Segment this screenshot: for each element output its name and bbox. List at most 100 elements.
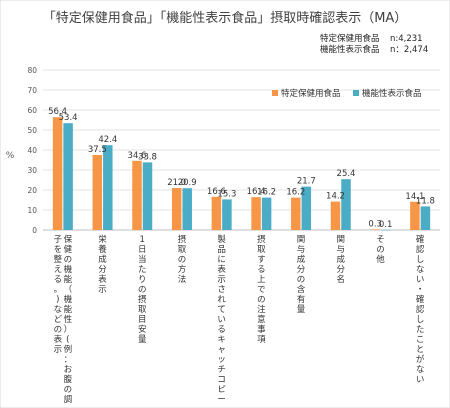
category-glyph: 有 bbox=[297, 294, 306, 305]
category-glyph: 腹 bbox=[64, 374, 73, 385]
category-glyph: 取 bbox=[178, 245, 187, 255]
category-glyph: ッ bbox=[217, 355, 226, 365]
category-glyph: （ bbox=[64, 284, 73, 295]
chart-title: 「特定保健用食品」「機能性表示食品」摂取時確認表示（MA） bbox=[43, 10, 408, 26]
data-label-2-2: 42.4 bbox=[98, 135, 117, 145]
sample-size-name-2: 機能性表示食品 bbox=[320, 44, 380, 55]
category-glyph: の bbox=[297, 275, 306, 285]
category-glyph: 法 bbox=[178, 274, 187, 285]
y-tick-label: 60 bbox=[27, 106, 37, 115]
category-glyph: こ bbox=[416, 335, 425, 345]
category-glyph: 成 bbox=[297, 254, 306, 265]
category-glyph: が bbox=[416, 354, 425, 365]
category-label-9: その他 bbox=[376, 235, 385, 265]
category-glyph: な bbox=[416, 365, 425, 375]
category-glyph: コ bbox=[217, 375, 226, 385]
bar-2-6 bbox=[261, 197, 272, 230]
legend-label-1: 特定保健用食品 bbox=[281, 88, 341, 99]
data-label-2-10: 11.8 bbox=[416, 196, 435, 206]
category-glyph: い bbox=[217, 315, 226, 325]
sample-size-block: 特定保健用食品 n:4,231 機能性表示食品 n：2,474 bbox=[320, 33, 428, 55]
category-glyph: 名 bbox=[336, 274, 345, 285]
data-label-1-9: 0.3 bbox=[368, 219, 382, 229]
category-glyph: た bbox=[416, 325, 425, 335]
y-axis-label: % bbox=[6, 151, 15, 161]
category-glyph: 成 bbox=[98, 254, 107, 265]
data-label-2-7: 21.7 bbox=[297, 177, 316, 187]
category-glyph: チ bbox=[217, 365, 226, 375]
category-glyph: る bbox=[54, 275, 63, 285]
data-label-1-5: 16.6 bbox=[207, 187, 226, 197]
category-glyph: を bbox=[54, 245, 63, 255]
category-glyph: 1 bbox=[140, 235, 145, 245]
y-tick-label: 10 bbox=[27, 206, 37, 215]
category-glyph: 子 bbox=[54, 235, 63, 245]
category-glyph: 項 bbox=[257, 335, 266, 345]
bar-1-8 bbox=[330, 201, 341, 230]
category-glyph: 能 bbox=[64, 304, 73, 315]
category-glyph: て bbox=[217, 305, 226, 315]
category-glyph: す bbox=[257, 255, 266, 265]
category-glyph: 栄 bbox=[98, 234, 107, 245]
category-glyph: 摂 bbox=[138, 294, 147, 305]
category-glyph: お bbox=[64, 365, 73, 375]
legend-swatch-1 bbox=[272, 90, 278, 96]
category-glyph: ど bbox=[54, 315, 63, 325]
bar-1-4 bbox=[171, 188, 182, 230]
category-glyph: ピ bbox=[217, 385, 226, 395]
category-glyph: ： bbox=[64, 355, 73, 365]
bar-2-7 bbox=[301, 186, 312, 230]
category-glyph: の bbox=[64, 255, 73, 265]
category-glyph: 性 bbox=[64, 314, 73, 325]
category-glyph: キ bbox=[217, 335, 226, 345]
bars bbox=[52, 117, 431, 231]
category-glyph: 関 bbox=[336, 235, 345, 245]
category-glyph: 摂 bbox=[178, 234, 187, 245]
category-glyph: え bbox=[54, 265, 63, 275]
y-axis-ticks: 0 10 20 30 40 50 60 70 80 bbox=[27, 66, 37, 235]
category-glyph: い bbox=[416, 275, 425, 285]
data-label-1-3: 34.6 bbox=[128, 151, 147, 161]
category-glyph: 。 bbox=[54, 285, 63, 295]
category-glyph: 含 bbox=[297, 284, 306, 295]
category-glyph: ） bbox=[64, 324, 73, 335]
category-glyph: 与 bbox=[297, 245, 306, 255]
bar-2-1 bbox=[63, 123, 73, 230]
sample-size-n-1: n:4,231 bbox=[390, 34, 423, 44]
category-labels: 保健の機能（機能性）(例：お腹の調子を整える。)などの表示栄養成分表示1日当たり… bbox=[54, 234, 425, 405]
data-label-1-2: 37.5 bbox=[88, 145, 107, 155]
category-glyph: 与 bbox=[336, 245, 345, 255]
data-label-1-7: 16.2 bbox=[286, 188, 305, 198]
category-glyph: 保 bbox=[64, 234, 73, 245]
bar-1-6 bbox=[251, 197, 261, 230]
data-label-2-4: 20.9 bbox=[178, 178, 197, 188]
category-glyph: 安 bbox=[138, 324, 147, 335]
data-label-1-10: 14.1 bbox=[405, 192, 424, 202]
bar-1-5 bbox=[211, 196, 222, 230]
category-glyph: 例 bbox=[64, 344, 73, 355]
bar-1-10 bbox=[410, 201, 420, 230]
bar-2-8 bbox=[341, 179, 351, 230]
category-glyph: な bbox=[416, 265, 425, 275]
category-glyph: い bbox=[416, 375, 425, 385]
category-glyph: 認 bbox=[416, 304, 425, 315]
category-glyph: 分 bbox=[297, 265, 306, 275]
category-glyph: 他 bbox=[376, 254, 385, 265]
bar-1-2 bbox=[92, 155, 103, 230]
category-glyph: 認 bbox=[416, 244, 425, 255]
bar-2-9 bbox=[380, 229, 391, 231]
bar-2-10 bbox=[420, 206, 431, 230]
category-glyph: の bbox=[178, 255, 187, 265]
y-tick-label: 50 bbox=[27, 126, 37, 135]
data-label-1-8: 14.2 bbox=[326, 192, 345, 202]
category-glyph: そ bbox=[376, 235, 385, 245]
category-glyph: 養 bbox=[98, 244, 107, 255]
category-glyph: 示 bbox=[98, 285, 107, 295]
category-glyph: り bbox=[138, 275, 147, 285]
category-glyph: 整 bbox=[54, 254, 63, 265]
